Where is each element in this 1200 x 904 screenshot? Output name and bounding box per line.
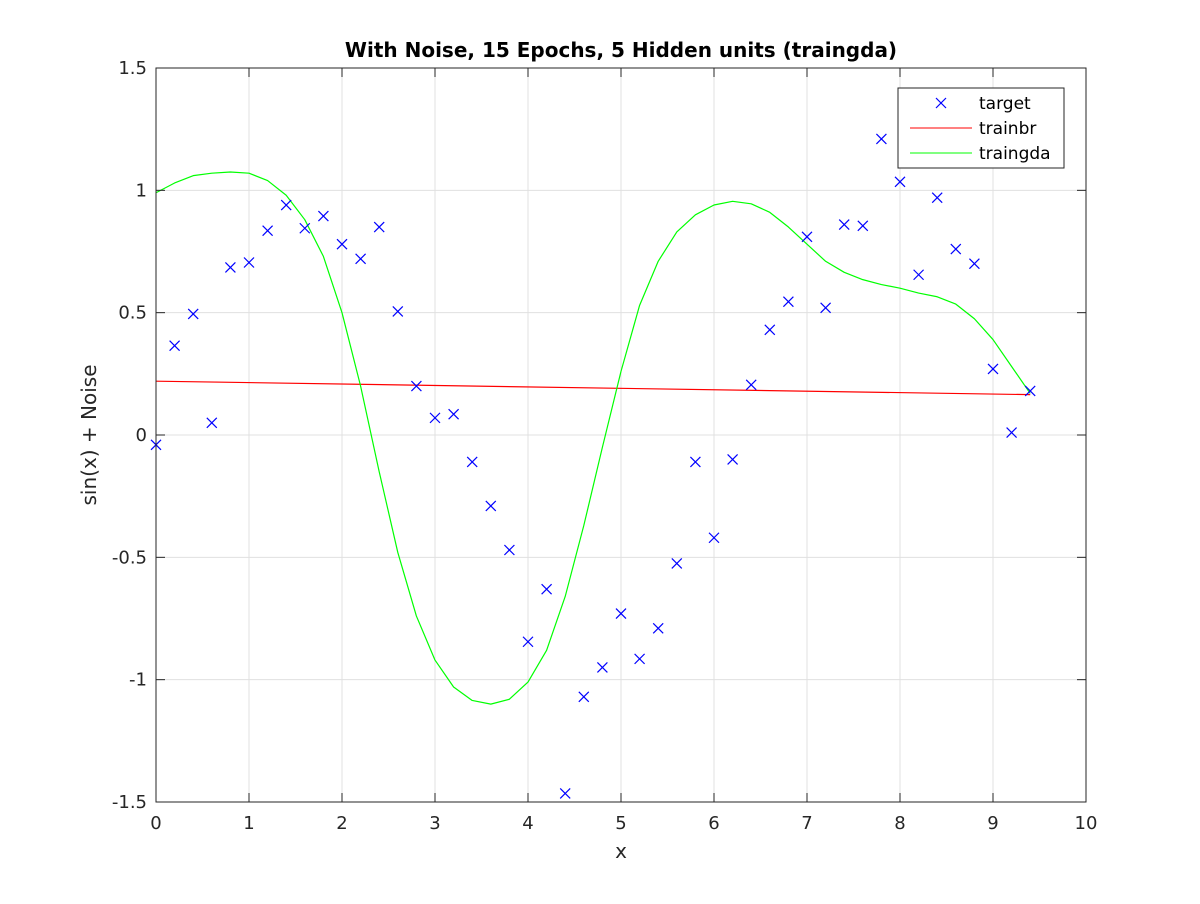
data-point-target xyxy=(262,225,274,237)
y-tick-label: 1.5 xyxy=(118,58,147,79)
data-point-target xyxy=(1024,385,1036,397)
data-point-target xyxy=(522,636,534,648)
x-tick-label: 0 xyxy=(150,813,161,834)
data-point-target xyxy=(448,408,460,420)
data-point-target xyxy=(931,192,943,204)
x-tick-label: 9 xyxy=(987,813,998,834)
data-point-target xyxy=(373,221,385,233)
data-point-target xyxy=(894,176,906,188)
y-tick-label: -0.5 xyxy=(112,547,147,568)
legend-marker-target xyxy=(935,97,947,109)
data-point-target xyxy=(355,253,367,265)
data-point-target xyxy=(559,788,571,799)
x-tick-label: 3 xyxy=(429,813,440,834)
data-point-target xyxy=(243,257,255,268)
data-point-target xyxy=(727,454,739,465)
data-point-target xyxy=(410,380,422,392)
data-point-target xyxy=(987,363,999,375)
series-line-trainbr xyxy=(155,380,1031,396)
legend-label-trainbr: trainbr xyxy=(979,119,1036,139)
data-point-target xyxy=(466,456,478,468)
data-point-target xyxy=(615,608,627,620)
data-point-target xyxy=(1006,427,1018,438)
legend-entry-traingda: traingda xyxy=(910,144,1051,164)
x-axis-label: x xyxy=(615,839,627,863)
data-point-target xyxy=(336,238,348,250)
data-point-target xyxy=(950,243,962,255)
series-layer xyxy=(150,133,1036,799)
data-point-target xyxy=(838,219,850,231)
data-point-target xyxy=(634,653,646,665)
data-point-target xyxy=(224,261,236,273)
data-point-target xyxy=(503,544,515,556)
series-line-traingda xyxy=(155,171,1031,705)
data-point-target xyxy=(782,296,794,308)
x-tick-label: 5 xyxy=(615,813,626,834)
data-point-target xyxy=(671,558,683,569)
legend-entry-trainbr: trainbr xyxy=(910,119,1036,139)
data-point-target xyxy=(299,222,311,234)
y-axis-label: sin(x) + Noise xyxy=(77,364,101,505)
data-point-target xyxy=(429,412,441,424)
data-point-target xyxy=(187,308,199,320)
data-point-target xyxy=(745,379,757,391)
data-point-target xyxy=(820,302,832,314)
y-tick-label: 1 xyxy=(136,180,147,201)
x-tick-label: 2 xyxy=(336,813,347,834)
data-point-target xyxy=(764,324,776,336)
data-point-target xyxy=(968,258,980,270)
legend-entry-target: target xyxy=(935,94,1031,114)
x-tick-label: 4 xyxy=(522,813,533,834)
data-point-target xyxy=(596,662,608,673)
data-point-target xyxy=(857,220,869,232)
legend: target trainbr traingda xyxy=(897,87,1065,169)
y-tick-label: 0 xyxy=(136,425,147,446)
data-point-target xyxy=(206,417,218,429)
legend-label-target: target xyxy=(979,94,1031,114)
data-point-target xyxy=(801,231,813,243)
data-point-target xyxy=(652,622,664,634)
data-point-target xyxy=(280,199,292,211)
data-point-target xyxy=(317,210,329,222)
data-point-target xyxy=(875,133,887,145)
x-tick-label: 7 xyxy=(801,813,812,834)
x-tick-label: 6 xyxy=(708,813,719,834)
x-tick-label: 8 xyxy=(894,813,905,834)
data-point-target xyxy=(689,456,701,468)
legend-label-traingda: traingda xyxy=(979,144,1051,164)
data-point-target xyxy=(913,269,925,281)
data-point-target xyxy=(169,340,181,352)
y-tick-label: 0.5 xyxy=(118,303,147,324)
y-tick-label: -1.5 xyxy=(112,792,147,813)
ticks: 0 1 2 3 4 5 6 7 8 9 10 -1.5 -1 -0.5 0 0.5 1 1.5 xyxy=(112,58,1098,834)
data-point-target xyxy=(541,583,553,595)
x-tick-label: 10 xyxy=(1075,813,1098,834)
data-point-target xyxy=(392,306,404,317)
data-point-target xyxy=(708,532,720,544)
chart-title: With Noise, 15 Epochs, 5 Hidden units (t… xyxy=(345,38,897,62)
data-point-target xyxy=(485,500,497,512)
data-point-target xyxy=(578,691,590,703)
x-tick-label: 1 xyxy=(243,813,254,834)
y-tick-label: -1 xyxy=(129,670,147,691)
